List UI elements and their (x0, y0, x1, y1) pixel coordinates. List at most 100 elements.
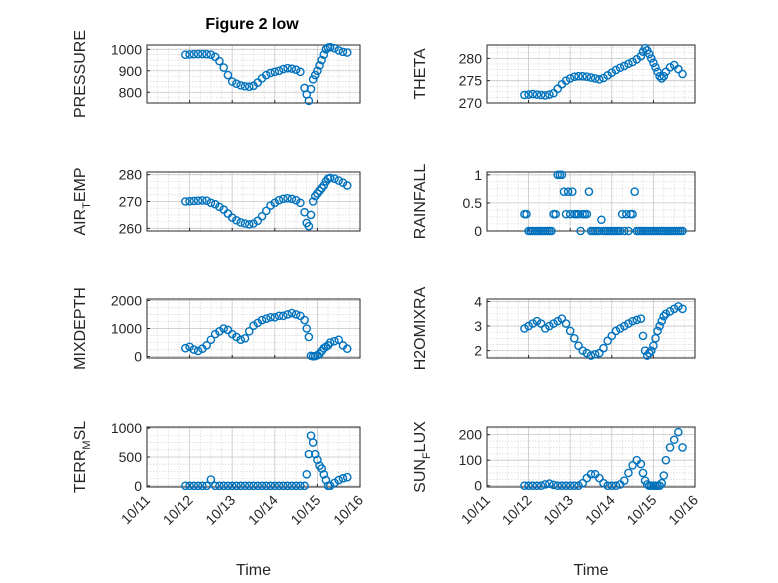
data-point (266, 68, 275, 78)
data-point (582, 209, 592, 219)
data-point (563, 187, 573, 196)
data-point (236, 481, 246, 491)
data-point (291, 195, 301, 205)
y-axis-label: H2OMIXRA (412, 286, 429, 370)
data-point (240, 81, 250, 91)
data-point (524, 90, 533, 99)
data-point (567, 187, 577, 196)
data-point (306, 210, 316, 220)
data-point (185, 342, 194, 352)
data-point (325, 338, 335, 347)
data-point (270, 312, 280, 322)
data-point (291, 481, 301, 491)
data-point (310, 449, 320, 459)
y-tick-label: 200 (459, 427, 483, 443)
data-point (565, 74, 575, 83)
data-point (253, 318, 263, 328)
y-tick-label: 0.5 (463, 195, 483, 211)
data-point (520, 324, 529, 333)
data-point (678, 226, 687, 236)
x-tick-label: 10/12 (160, 492, 196, 528)
data-point (657, 74, 667, 83)
data-point (308, 197, 318, 206)
data-point (227, 77, 237, 86)
data-point (181, 481, 190, 491)
data-point (551, 209, 560, 219)
data-point (611, 65, 621, 75)
data-point (319, 470, 329, 479)
data-point (661, 67, 671, 77)
data-point (232, 481, 241, 491)
minor-grid (486, 172, 696, 232)
data-point (561, 319, 571, 328)
y-tick-label: 270 (459, 95, 483, 111)
data-point (619, 61, 629, 71)
x-tick-label: 10/16 (665, 492, 701, 528)
data-point (261, 70, 271, 80)
data-point (532, 90, 542, 99)
data-point (334, 335, 344, 345)
y-tick-label: 1000 (111, 420, 142, 436)
data-point (678, 304, 687, 314)
data-series (181, 173, 352, 231)
data-point (674, 302, 683, 311)
data-point (561, 209, 571, 219)
data-point (545, 90, 554, 99)
data-point (261, 314, 271, 323)
data-point (644, 348, 654, 358)
y-tick-label: 0 (474, 223, 482, 239)
data-point (219, 324, 228, 333)
y-tick-label: 280 (119, 167, 143, 183)
data-point (257, 481, 267, 491)
data-point (584, 187, 594, 196)
data-point (524, 481, 533, 491)
data-point (611, 481, 621, 491)
data-point (223, 325, 233, 335)
data-point (561, 481, 571, 491)
axes-box (146, 44, 361, 104)
data-point (189, 481, 199, 491)
data-point (219, 481, 228, 491)
data-point (619, 476, 629, 485)
data-point (181, 197, 190, 206)
data-point (308, 438, 318, 447)
x-tick-label: 10/13 (540, 492, 576, 528)
data-point (215, 327, 224, 336)
data-point (304, 96, 314, 106)
data-point (287, 481, 297, 491)
panel-pressure: 800 900 1000 PRESSURE (72, 30, 361, 118)
data-point (540, 480, 550, 489)
data-point (304, 221, 314, 231)
data-point (665, 63, 675, 72)
data-point (266, 481, 275, 491)
data-point (565, 481, 575, 491)
minor-grid (486, 45, 696, 104)
data-point (590, 74, 600, 83)
data-point (615, 63, 625, 73)
y-axis-label: SUNFLUX (412, 421, 433, 493)
data-point (287, 308, 297, 318)
data-point (557, 170, 567, 180)
data-point (578, 71, 587, 81)
data-point (257, 211, 267, 221)
data-series (181, 42, 352, 106)
data-point (185, 50, 194, 59)
data-point (215, 56, 224, 66)
data-point (636, 51, 646, 61)
data-point (227, 213, 237, 222)
data-point (640, 43, 650, 53)
data-point (557, 314, 567, 323)
data-point (317, 464, 326, 473)
data-point (624, 319, 633, 328)
data-point (249, 321, 258, 330)
y-tick-label: 0 (134, 349, 142, 365)
data-point (193, 481, 203, 491)
data-point (617, 209, 627, 219)
panel-mixdepth: 0 1000 2000 MIXDEPTH (72, 287, 361, 370)
data-point (603, 336, 612, 346)
data-point (240, 334, 250, 343)
data-point (674, 64, 683, 74)
axes-box (486, 298, 696, 359)
data-point (615, 226, 625, 236)
data-point (597, 215, 606, 225)
